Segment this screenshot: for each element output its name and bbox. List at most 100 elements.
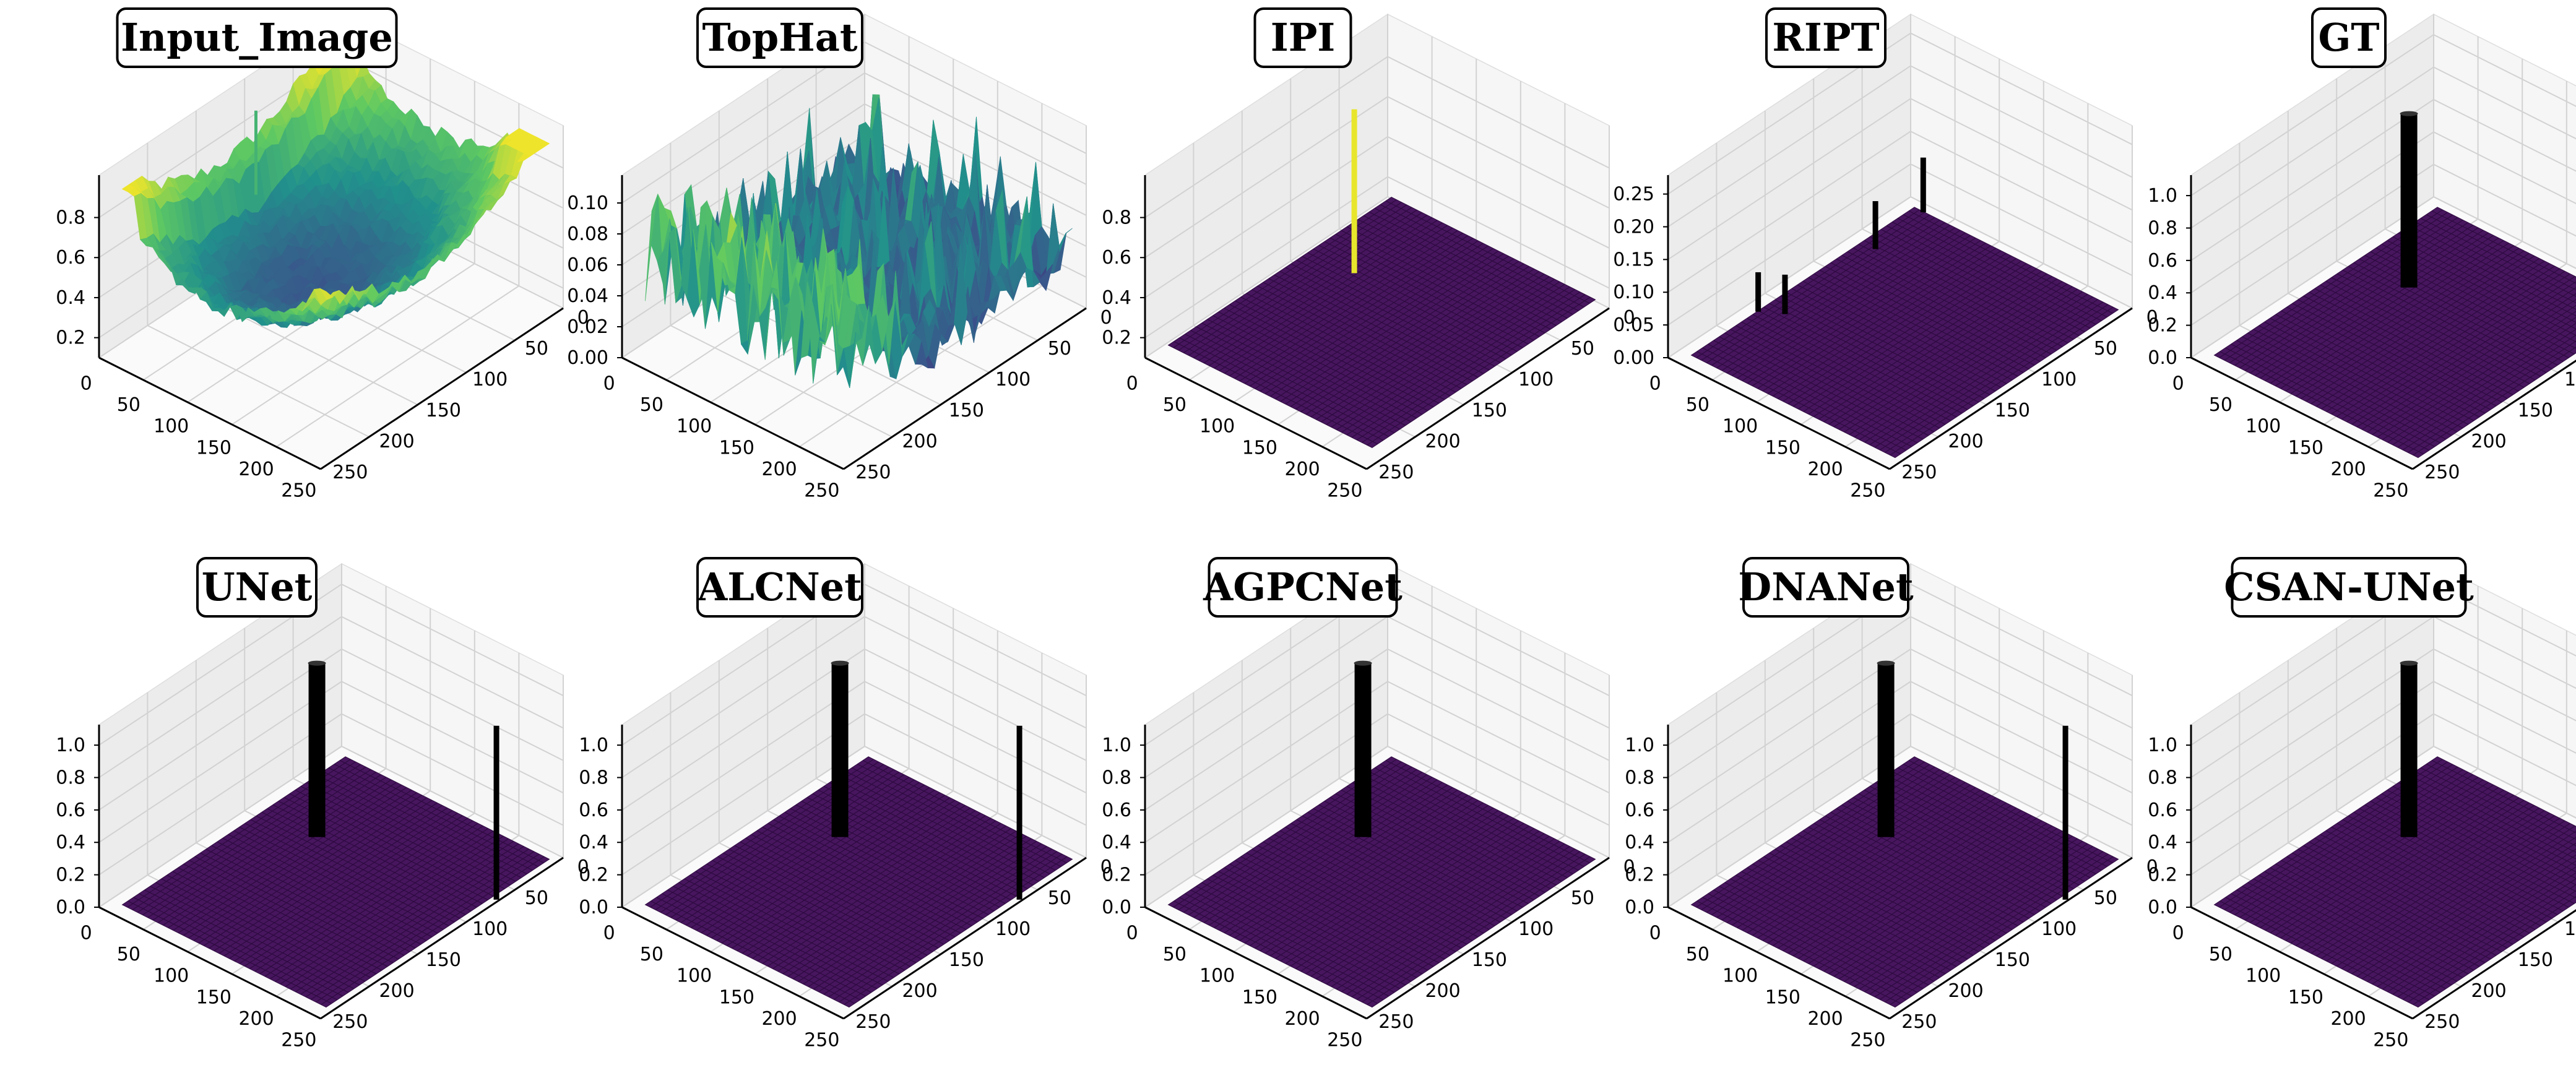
panel-p1: 0.2 0.4 0.6 0.8 0 50 100 150 200 250 0 50 100 150 200 2… [56, 7, 589, 502]
y-tick-label: 150 [2518, 400, 2553, 421]
y-tick-label: 250 [2424, 462, 2460, 483]
z-tick-label: 0.0 [1625, 897, 1654, 918]
surface-noisy [645, 94, 1073, 388]
spike-0 [2400, 663, 2418, 837]
z-tick-label: 0.6 [56, 247, 85, 269]
z-tick-label: 1.0 [1625, 735, 1654, 756]
x-tick-label: 150 [719, 986, 754, 1008]
x-tick-label: 150 [719, 437, 754, 459]
tick-labels: 0.00.20.40.60.81.00501001502002500501001… [579, 735, 1112, 1051]
x-tick-label: 0 [1649, 373, 1661, 395]
z-tick-label: 0.08 [567, 223, 608, 245]
z-tick-label: 1.0 [1102, 735, 1131, 756]
x-tick-label: 200 [238, 1008, 274, 1030]
y-axis-line [1366, 307, 1610, 470]
y-tick-label: 50 [525, 338, 548, 360]
z-tick-label: 0.2 [1625, 865, 1654, 886]
spike-0 [308, 663, 326, 837]
x-axis-line [98, 356, 321, 470]
panel-title: TopHat [696, 7, 863, 68]
x-tick-label: 250 [804, 1029, 839, 1051]
x-tick-label: 200 [238, 459, 274, 480]
x-tick-label: 50 [2209, 394, 2232, 416]
z-tick-label: 0.2 [1102, 865, 1131, 886]
y-tick-label: 50 [1048, 887, 1071, 909]
z-tick-label: 0.4 [1102, 832, 1131, 853]
y-tick-label: 250 [855, 462, 891, 483]
x-tick-label: 200 [1807, 459, 1843, 480]
x-axis-line [1144, 906, 1367, 1020]
z-tick-label: 0.8 [2148, 767, 2177, 788]
z-tick-label: 0.8 [1102, 207, 1131, 229]
y-tick-label: 250 [332, 1011, 368, 1033]
z-tick-label: 1.0 [2148, 735, 2177, 756]
panel-title: DNANet [1738, 557, 1914, 618]
z-tick-label: 0.2 [579, 865, 608, 886]
x-tick-label: 100 [676, 416, 712, 438]
z-tick-label: 0.2 [2148, 865, 2177, 886]
y-tick-label: 250 [1378, 1011, 1414, 1033]
x-tick-label: 150 [196, 437, 231, 459]
title-text: TopHat [702, 15, 857, 60]
z-tick-label: 0.2 [56, 865, 85, 886]
x-tick-label: 200 [2330, 1008, 2366, 1030]
y-tick-label: 50 [525, 887, 548, 909]
y-tick-label: 250 [1901, 1011, 1937, 1033]
z-tick-label: 0.2 [1102, 327, 1131, 349]
y-axis-line [843, 307, 1087, 470]
surface-flat [644, 756, 1073, 1008]
x-tick-label: 100 [1199, 416, 1235, 438]
z-tick-label: 0.6 [1102, 247, 1131, 269]
title-text: DNANet [1738, 564, 1914, 610]
y-axis-line [1366, 856, 1610, 1020]
z-tick-label: 0.06 [567, 254, 608, 276]
x-tick-label: 0 [2172, 923, 2184, 944]
panel-p5: 0.00.20.40.60.81.00501001502002500501001… [2148, 7, 2576, 501]
y-tick-label: 50 [1571, 887, 1594, 909]
surface-flat [1690, 756, 2119, 1008]
tick-labels: 0.00 0.05 0.10 0.15 0.20 0.25 0 50 100 150 200 250 0… [1613, 184, 2158, 502]
x-tick-label: 0 [603, 373, 615, 395]
x-tick-label: 250 [804, 480, 839, 501]
spike-1 [1016, 725, 1022, 900]
z-tick-label: 0.25 [1613, 184, 1654, 205]
y-tick-label: 200 [1425, 431, 1460, 452]
z-tick-label: 0.6 [579, 800, 608, 821]
x-tick-label: 100 [1199, 965, 1235, 987]
x-tick-label: 100 [1722, 416, 1758, 438]
title-text: UNet [202, 564, 313, 610]
y-tick-label: 200 [1948, 431, 1983, 452]
y-tick-label: 100 [2041, 369, 2077, 390]
spike-0 [1877, 663, 1895, 837]
panel-p10: 0.00.20.40.60.81.00501001502002500501001… [2148, 557, 2576, 1051]
panel-p8: 0.0 0.2 0.4 0.6 0.8 1.0 0 50 100 150 200 250 0 50 100 1… [1102, 557, 1635, 1051]
x-tick-label: 250 [2373, 1029, 2408, 1051]
z-tick-label: 0.0 [2148, 897, 2177, 918]
y-tick-label: 250 [332, 462, 368, 483]
x-tick-label: 100 [1722, 965, 1758, 987]
x-tick-label: 250 [1327, 1029, 1362, 1051]
y-tick-label: 0 [577, 856, 589, 878]
x-tick-label: 50 [640, 944, 663, 965]
z-tick-label: 0.2 [56, 327, 85, 349]
title-box [696, 557, 863, 618]
x-tick-label: 50 [640, 394, 663, 416]
x-tick-label: 250 [2373, 480, 2408, 501]
title-box [1765, 7, 1887, 68]
panel-p2: 0.00 0.02 0.04 0.06 0.08 0.10 0 50 100 150 200 250 0… [567, 7, 1112, 501]
tick-labels: 0.2 0.4 0.6 0.8 0 50 100 150 200 250 0 50 100 150 200 2… [56, 207, 589, 502]
y-axis-line [2412, 909, 2576, 1020]
title-text: Input_Image [121, 15, 393, 60]
y-tick-label: 200 [379, 431, 414, 452]
y-tick-label: 150 [1995, 949, 2030, 971]
z-tick-label: 0.0 [579, 897, 608, 918]
z-tick-label: 0.4 [1625, 832, 1654, 853]
x-tick-label: 0 [1126, 373, 1138, 395]
z-tick-label: 0.4 [56, 832, 85, 853]
surface-flat [2213, 756, 2576, 1008]
surface-flat [121, 756, 550, 1008]
x-tick-label: 200 [1807, 1008, 1843, 1030]
x-tick-label: 50 [117, 944, 140, 965]
title-text: RIPT [1772, 15, 1879, 60]
tick-labels: 0.00.20.40.60.81.00501001502002500501001… [2148, 735, 2576, 1051]
